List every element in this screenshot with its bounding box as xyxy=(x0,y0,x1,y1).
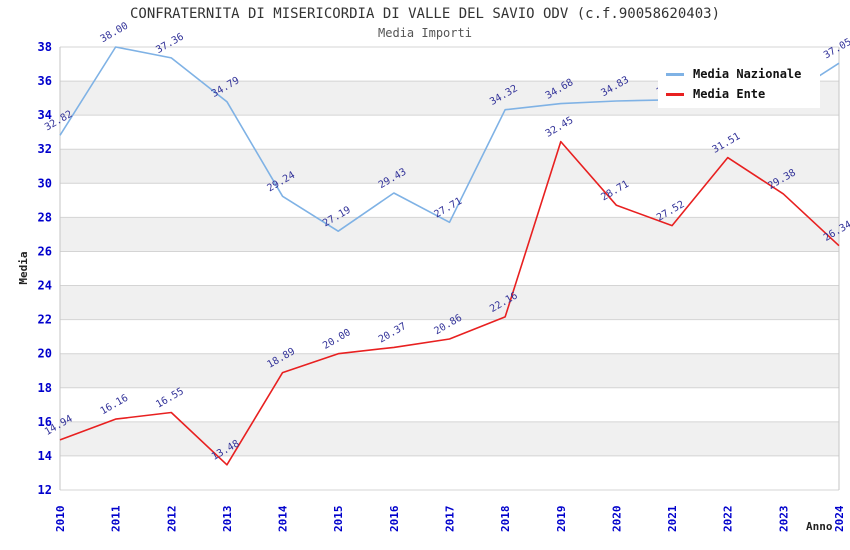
legend-label-ente: Media Ente xyxy=(693,87,766,101)
data-label: 16.16 xyxy=(99,393,131,418)
x-tick-label: 2015 xyxy=(332,506,345,533)
legend-label-nazionale: Media Nazionale xyxy=(693,67,802,81)
x-tick-label: 2019 xyxy=(555,506,568,533)
y-tick-label: 32 xyxy=(38,142,52,156)
data-label: 37.05 xyxy=(822,37,850,62)
y-tick-label: 24 xyxy=(38,279,52,293)
data-label: 20.37 xyxy=(377,321,409,346)
data-label: 16.55 xyxy=(154,386,186,411)
x-tick-label: 2020 xyxy=(610,506,623,533)
y-tick-label: 34 xyxy=(38,108,52,122)
y-tick-label: 12 xyxy=(38,483,52,497)
x-tick-label: 2017 xyxy=(444,506,457,533)
nazionale-line-swatch xyxy=(666,72,684,76)
y-tick-label: 18 xyxy=(38,381,52,395)
x-tick-label: 2022 xyxy=(722,506,735,533)
data-label: 37.36 xyxy=(154,31,186,56)
data-label: 38.00 xyxy=(99,21,131,46)
y-tick-label: 36 xyxy=(38,74,52,88)
x-tick-label: 2016 xyxy=(388,505,401,532)
x-tick-label: 2014 xyxy=(277,505,290,532)
y-tick-label: 30 xyxy=(38,176,52,190)
legend-item-ente: Media Ente xyxy=(666,84,820,104)
ente-line-swatch xyxy=(666,92,684,96)
chart-subtitle: Media Importi xyxy=(378,26,472,40)
x-tick-label: 2018 xyxy=(499,506,512,533)
x-tick-label: 2024 xyxy=(833,505,846,532)
y-tick-label: 38 xyxy=(38,40,52,54)
plot-band xyxy=(60,285,839,320)
y-tick-label: 20 xyxy=(38,347,52,361)
y-tick-label: 22 xyxy=(38,313,52,327)
data-label: 20.00 xyxy=(321,327,353,352)
x-axis-title: Anno xyxy=(806,520,833,533)
chart-title: CONFRATERNITA DI MISERICORDIA DI VALLE D… xyxy=(129,6,720,22)
plot-band xyxy=(60,149,839,184)
x-tick-label: 2013 xyxy=(221,506,234,533)
y-axis-title: Media xyxy=(17,251,30,285)
y-tick-label: 28 xyxy=(38,210,52,224)
legend-item-nazionale: Media Nazionale xyxy=(666,64,820,84)
x-tick-label: 2021 xyxy=(666,505,679,532)
y-tick-label: 26 xyxy=(38,244,52,258)
y-tick-label: 14 xyxy=(38,449,52,463)
plot-band xyxy=(60,421,839,456)
x-tick-label: 2023 xyxy=(777,506,790,533)
x-tick-label: 2012 xyxy=(165,506,178,533)
x-tick-label: 2011 xyxy=(110,505,123,532)
plot-band xyxy=(60,353,839,388)
series-line-ente xyxy=(59,140,840,466)
data-label: 32.45 xyxy=(544,115,576,140)
y-tick-label: 16 xyxy=(38,415,52,429)
data-label: 27.71 xyxy=(432,196,464,221)
x-tick-label: 2010 xyxy=(54,506,67,533)
legend: Media Nazionale Media Ente xyxy=(658,60,820,108)
